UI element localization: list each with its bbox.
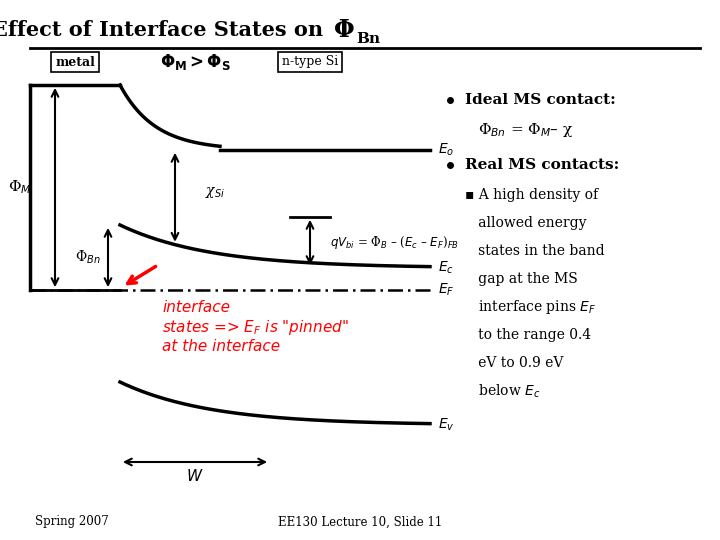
Text: interface pins $E_F$: interface pins $E_F$ [465, 298, 596, 316]
Text: $E_F$: $E_F$ [438, 282, 454, 298]
Text: n-type Si: n-type Si [282, 56, 338, 69]
Text: $E_o$: $E_o$ [438, 142, 454, 158]
Text: $E_c$: $E_c$ [438, 260, 454, 276]
Text: EE130 Lecture 10, Slide 11: EE130 Lecture 10, Slide 11 [278, 516, 442, 529]
Text: gap at the MS: gap at the MS [465, 272, 577, 286]
Text: eV to 0.9 eV: eV to 0.9 eV [465, 356, 563, 370]
Text: Spring 2007: Spring 2007 [35, 516, 109, 529]
Text: below $E_c$: below $E_c$ [465, 382, 541, 400]
Text: metal: metal [55, 56, 95, 69]
Text: Φ: Φ [334, 18, 355, 42]
Text: χ$_{Si}$: χ$_{Si}$ [205, 185, 225, 200]
Text: Φ$_M$: Φ$_M$ [8, 179, 32, 197]
Text: Ideal MS contact:: Ideal MS contact: [465, 93, 616, 107]
Text: to the range 0.4: to the range 0.4 [465, 328, 591, 342]
Text: states in the band: states in the band [465, 244, 605, 258]
Text: ▪ A high density of: ▪ A high density of [465, 188, 598, 202]
Text: $E_v$: $E_v$ [438, 417, 454, 433]
Text: interface
states => $E_F$ is "pinned"
at the interface: interface states => $E_F$ is "pinned" at… [162, 300, 348, 354]
Text: $W$: $W$ [186, 468, 204, 484]
Text: $qV_{bi}$ = Φ$_B$ – ($E_c$ – $E_F$)$_{FB}$: $qV_{bi}$ = Φ$_B$ – ($E_c$ – $E_F$)$_{FB… [330, 234, 459, 251]
Text: allowed energy: allowed energy [465, 216, 587, 230]
Text: Φ$_{Bn}$: Φ$_{Bn}$ [75, 249, 101, 266]
Text: Φ$_{Bn}$ = Φ$_M$– χ: Φ$_{Bn}$ = Φ$_M$– χ [478, 121, 573, 139]
Text: Bn: Bn [356, 32, 380, 46]
Text: Real MS contacts:: Real MS contacts: [465, 158, 619, 172]
Text: $\bf{\Phi_M > \Phi_S}$: $\bf{\Phi_M > \Phi_S}$ [160, 52, 230, 72]
Text: Effect of Interface States on: Effect of Interface States on [0, 20, 330, 40]
